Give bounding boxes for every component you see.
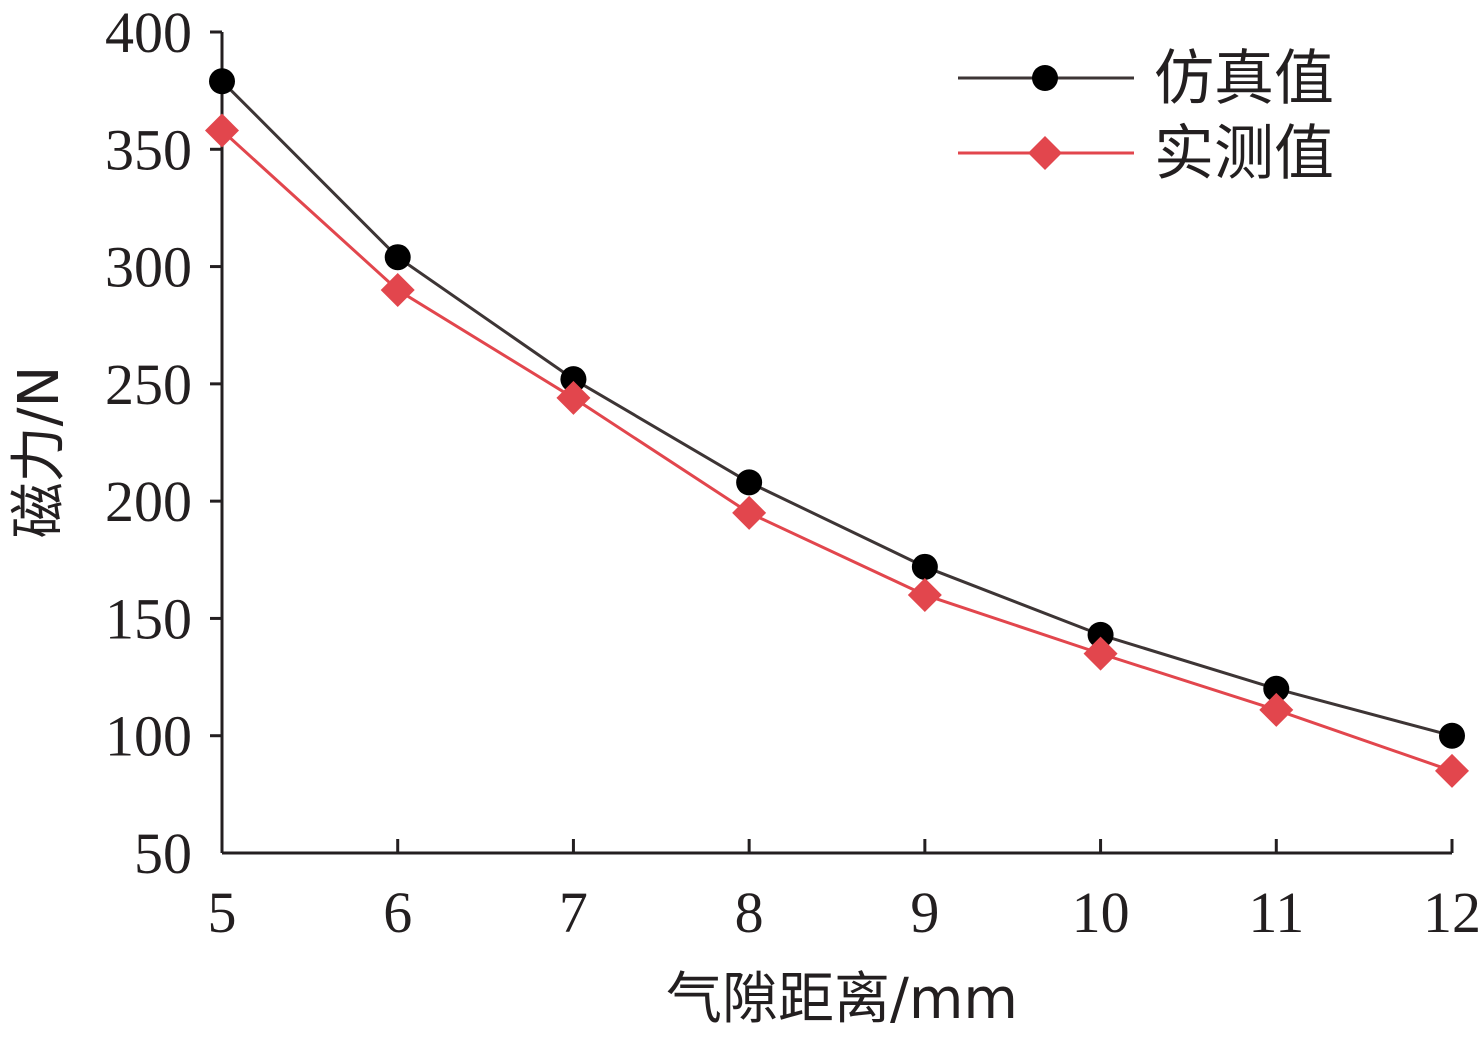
data-point xyxy=(1087,621,1114,648)
legend-item-1: 仿真值 xyxy=(958,44,1334,114)
data-point xyxy=(1083,636,1118,671)
y-tick-label: 300 xyxy=(105,235,192,300)
series-1 xyxy=(209,68,1465,749)
y-tick-label: 350 xyxy=(105,117,192,182)
y-tick-label: 150 xyxy=(105,586,192,651)
x-tick-label: 12 xyxy=(1423,880,1481,945)
x-tick-label: 11 xyxy=(1248,880,1304,945)
legend-marker xyxy=(1028,136,1062,170)
data-point xyxy=(209,68,235,95)
series-line xyxy=(220,129,1453,773)
x-tick-label: 6 xyxy=(383,880,412,945)
y-tick-label: 250 xyxy=(105,352,192,417)
x-tick-label: 7 xyxy=(559,880,588,945)
y-tick-label: 100 xyxy=(105,704,192,769)
legend-label: 仿真值 xyxy=(1154,44,1334,114)
y-tick-label: 200 xyxy=(105,469,192,534)
data-point xyxy=(556,380,591,415)
data-point xyxy=(1435,753,1469,788)
axes: 50 100 150 200 250 300 350 400 5 6 7 8 9 10 11 12 xyxy=(105,0,1481,945)
x-tick-label: 5 xyxy=(208,880,237,945)
legend-item-2: 实测值 xyxy=(958,119,1334,189)
data-point xyxy=(732,495,767,530)
x-tick-label: 8 xyxy=(735,880,764,945)
series-line xyxy=(220,80,1453,738)
series-2 xyxy=(205,113,1469,788)
series-layer xyxy=(205,68,1469,788)
data-point xyxy=(736,469,763,496)
x-tick-label: 9 xyxy=(910,880,939,945)
data-point xyxy=(380,273,415,308)
data-point xyxy=(1263,675,1290,702)
x-tick-label: 10 xyxy=(1072,880,1130,945)
data-point xyxy=(911,553,938,580)
x-axis-title: 气隙距离/mm xyxy=(666,967,1018,1032)
data-point xyxy=(560,366,587,393)
legend-label: 实测值 xyxy=(1154,119,1334,189)
data-point xyxy=(907,577,942,612)
legend-marker xyxy=(1032,65,1058,91)
y-tick-label: 50 xyxy=(134,821,192,886)
data-point xyxy=(384,244,411,271)
y-tick-label: 400 xyxy=(105,0,192,65)
data-point xyxy=(1259,692,1294,727)
y-axis-title: 磁力/N xyxy=(7,366,72,539)
data-point xyxy=(1439,722,1465,749)
data-point xyxy=(205,113,239,148)
